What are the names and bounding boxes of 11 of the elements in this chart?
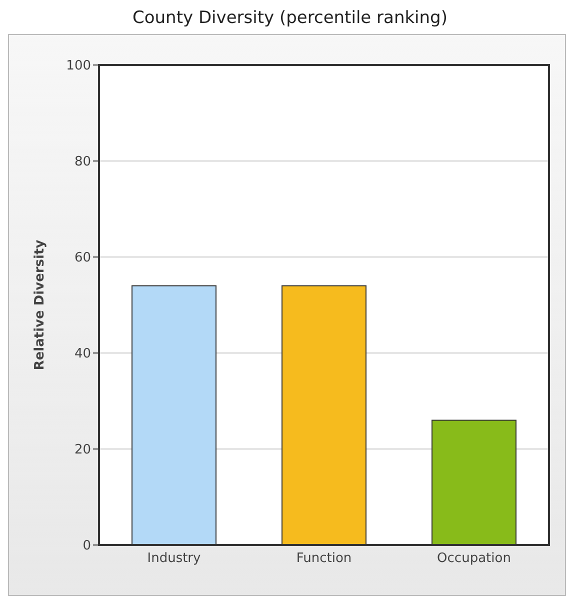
x-tick-label: Industry bbox=[147, 551, 202, 566]
chart-title: County Diversity (percentile ranking) bbox=[132, 8, 448, 28]
y-tick-label: 0 bbox=[82, 538, 91, 554]
y-tick-label: 60 bbox=[74, 250, 91, 266]
y-tick-label: 100 bbox=[66, 58, 91, 74]
y-tick-label: 20 bbox=[74, 442, 91, 458]
x-tick-label: Occupation bbox=[437, 551, 511, 566]
y-tick-label: 40 bbox=[74, 346, 91, 362]
y-tick-label: 80 bbox=[74, 154, 91, 170]
y-axis-title: Relative Diversity bbox=[32, 239, 48, 370]
x-tick-label: Function bbox=[296, 551, 352, 566]
